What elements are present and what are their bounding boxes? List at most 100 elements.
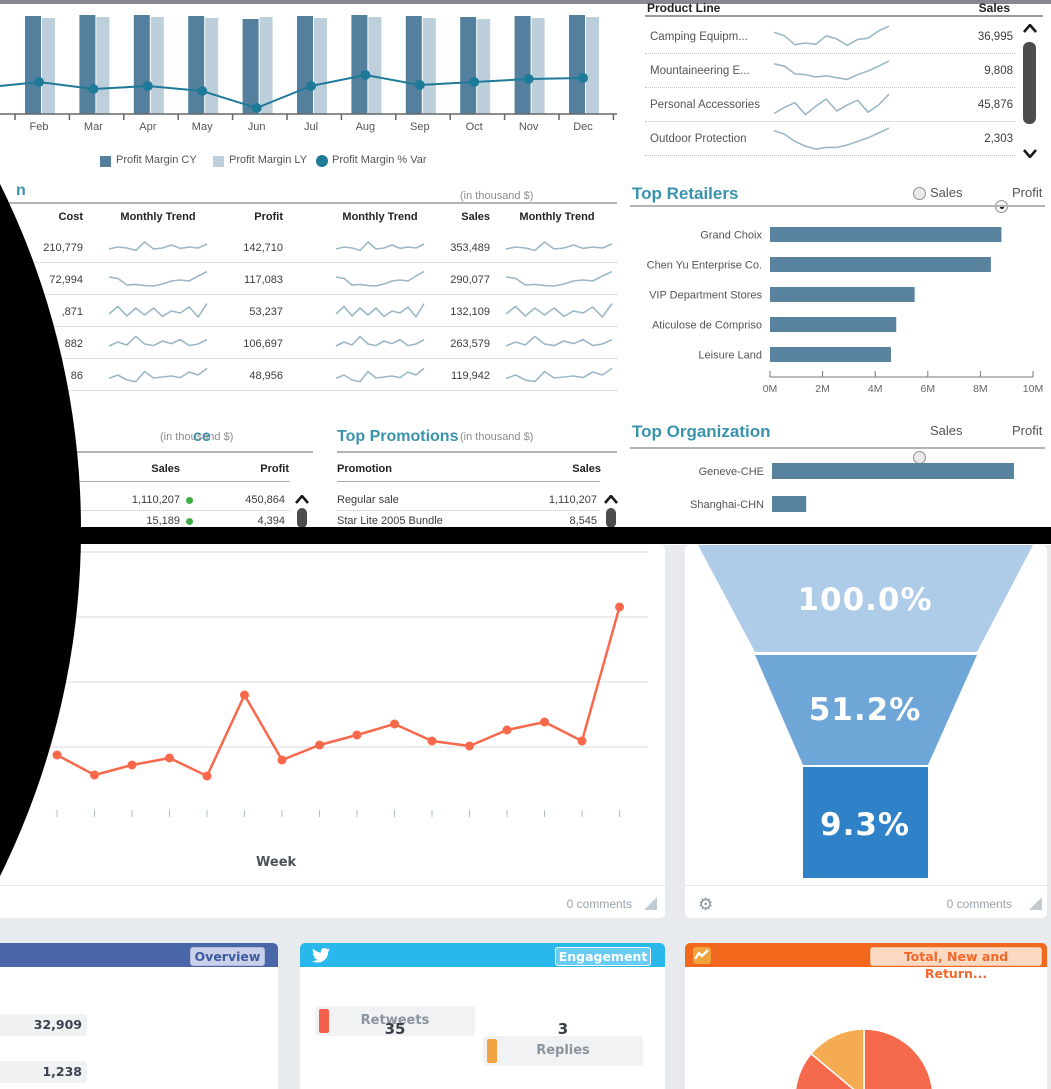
- month-label: Sep: [410, 121, 430, 133]
- retailer-bar: [770, 317, 897, 332]
- visitors-pie-chart: [794, 1028, 934, 1089]
- funnel-resize-handle-icon[interactable]: [1028, 896, 1043, 911]
- funnel-comments-link[interactable]: 0 comments: [946, 897, 1012, 911]
- top-edge-strip: [0, 0, 1051, 4]
- radio-label-sales[interactable]: Sales: [930, 423, 963, 438]
- month-label: Oct: [465, 121, 483, 133]
- legend-label: Profit Margin % Var: [332, 154, 427, 166]
- totals-panel: Total, New and Return...: [685, 943, 1047, 1089]
- weekly-data-point: [90, 770, 99, 780]
- top-retailers-title: Top Retailers: [632, 184, 739, 203]
- bar-profit-margin-cy: [405, 16, 422, 114]
- product-line-name: Camping Equipm...: [650, 31, 748, 43]
- bar-profit-margin-cy: [460, 17, 477, 114]
- legend-marker-square: [100, 156, 111, 167]
- promo-scrollbar-thumb[interactable]: [606, 508, 616, 528]
- scroll-up-icon[interactable]: [1023, 24, 1037, 33]
- perf-scrollbar-thumb[interactable]: [297, 508, 307, 528]
- sparkline-path: [108, 241, 208, 252]
- overview-button[interactable]: Overview: [190, 947, 265, 966]
- trend-profit-value: 53,237: [249, 306, 283, 318]
- scroll-up-icon[interactable]: [604, 495, 618, 504]
- weekly-data-point: [427, 736, 437, 746]
- organization-bar: [772, 496, 807, 512]
- status-dot-icon: [186, 518, 193, 525]
- sparkline-path: [505, 335, 613, 347]
- twitter-card-value: 35: [384, 1020, 406, 1038]
- product-line-sales-value: 45,876: [977, 99, 1013, 111]
- sparkline-path: [108, 335, 208, 347]
- trend-column-header: Cost: [58, 211, 83, 223]
- weekly-resize-handle-icon[interactable]: [643, 896, 658, 911]
- sparkline-path: [335, 303, 425, 318]
- row-separator: [0, 326, 617, 327]
- funnel-panel: 100.0% 51.2% 9.3% ⚙ 0 comments: [685, 545, 1047, 918]
- bar-profit-margin-ly: [314, 18, 327, 114]
- scroll-down-icon[interactable]: [1023, 149, 1037, 158]
- perf-header-sales: Sales: [151, 463, 180, 475]
- promo-header-promotion: Promotion: [337, 463, 392, 475]
- twitter-panel: Engagement Retweets35Replies3MentionsFav…: [300, 943, 665, 1089]
- retailer-bar-label: Leisure Land: [698, 350, 762, 362]
- bar-profit-margin-cy: [569, 15, 585, 114]
- sparkline-path: [335, 335, 425, 347]
- retailer-bar: [770, 257, 991, 272]
- totals-button[interactable]: Total, New and Return...: [870, 947, 1042, 981]
- twitter-card-label: Replies: [536, 1043, 590, 1058]
- top-promotions-unit-note: (in thousand $): [460, 431, 534, 443]
- funnel-settings-gear-icon[interactable]: ⚙: [698, 895, 714, 915]
- radio-label-profit[interactable]: Profit: [1012, 185, 1043, 200]
- bar-profit-margin-cy: [188, 16, 205, 114]
- sparkline-chart: [335, 241, 425, 252]
- radio-sales[interactable]: [913, 187, 926, 200]
- axis-tick-label: 6M: [921, 383, 936, 395]
- perf-header-rule: [0, 481, 290, 482]
- axis-tick-label: 0M: [763, 383, 778, 395]
- retailer-bar: [770, 347, 891, 362]
- funnel-chart: [698, 545, 1033, 878]
- axis-tick-label: 4M: [868, 383, 883, 395]
- sparkline-path: [335, 270, 425, 287]
- sparkline-path: [505, 270, 613, 287]
- twitter-card-value: 3: [557, 1020, 569, 1038]
- legend-marker-dot: [316, 155, 328, 167]
- engagement-button[interactable]: Engagement: [555, 947, 651, 966]
- perf-sales-value: 1,110,207: [131, 494, 180, 506]
- trend-sales-value: 353,489: [450, 242, 490, 254]
- trend-column-header: Sales: [461, 211, 490, 223]
- twitter-card-replies: Replies: [483, 1036, 643, 1066]
- trend-section-title-fragment: n: [16, 182, 26, 199]
- perf-header-profit: Profit: [260, 463, 289, 475]
- top-organization-title: Top Organization: [632, 422, 771, 441]
- sparkline-chart: [335, 335, 425, 347]
- funnel-segment-2: [755, 655, 977, 765]
- totals-panel-header: Total, New and Return...: [685, 943, 1047, 981]
- product-line-sales-value: 2,303: [984, 133, 1013, 145]
- profit-margin-var-point: [197, 86, 208, 96]
- radio-label-profit[interactable]: Profit: [1012, 423, 1043, 438]
- sparkline-path: [335, 241, 425, 252]
- retailer-bar-label: Aticulose de Compriso: [652, 320, 762, 332]
- trend-cost-value: ,871: [61, 306, 83, 318]
- scroll-up-icon[interactable]: [295, 495, 309, 504]
- sparkline-chart: [773, 127, 890, 150]
- status-dot-icon: [186, 497, 193, 504]
- weekly-comments-link[interactable]: 0 comments: [566, 897, 632, 911]
- radio-label-sales[interactable]: Sales: [930, 185, 963, 200]
- month-label: Mar: [83, 121, 103, 133]
- twitter-panel-header: Engagement: [300, 943, 665, 967]
- axis-tick-label: 10M: [1023, 383, 1043, 395]
- product-line-sales-value: 9,808: [984, 65, 1013, 77]
- promo-header-sales: Sales: [572, 463, 601, 475]
- row-separator: [0, 294, 617, 295]
- retailer-bar-label: Grand Choix: [700, 230, 762, 242]
- perf-profit-value: 450,864: [245, 494, 285, 506]
- overview-stats: 32,9091,238633321Fans16,485Engagement1,7…: [0, 967, 278, 1089]
- product-line-scrollbar-thumb[interactable]: [1023, 42, 1036, 124]
- profit-margin-var-point: [306, 81, 316, 91]
- weekly-line-path: [56, 606, 621, 778]
- bar-profit-margin-cy: [79, 15, 96, 114]
- twitter-card-accent: [319, 1009, 329, 1033]
- sparkline-path: [773, 60, 890, 81]
- sparkline-path: [505, 367, 613, 383]
